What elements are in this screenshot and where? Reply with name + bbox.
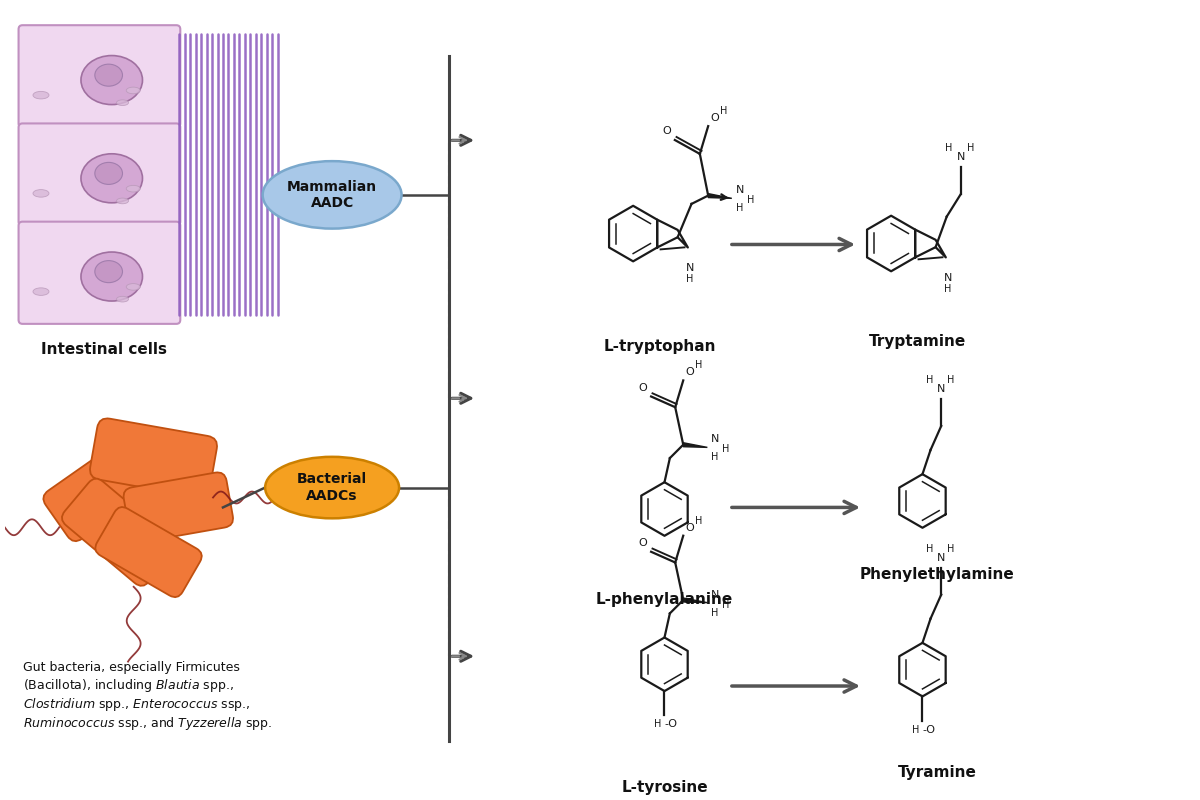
Text: H: H	[720, 106, 727, 116]
Text: N: N	[685, 263, 694, 274]
Text: O: O	[662, 126, 671, 136]
Text: Mammalian
AADC: Mammalian AADC	[287, 180, 377, 210]
Ellipse shape	[116, 198, 128, 204]
Text: N: N	[712, 434, 720, 445]
Text: Tyramine: Tyramine	[898, 766, 977, 780]
Text: O: O	[685, 367, 694, 378]
Text: O: O	[638, 382, 647, 393]
Text: H: H	[944, 284, 952, 294]
Ellipse shape	[95, 162, 122, 185]
Text: -O: -O	[665, 719, 678, 729]
Text: H: H	[654, 719, 661, 729]
Text: N: N	[937, 384, 946, 394]
Text: H: H	[712, 452, 719, 462]
Text: L-phenylalanine: L-phenylalanine	[596, 592, 733, 606]
Text: H: H	[695, 516, 702, 526]
Text: O: O	[638, 538, 647, 548]
Ellipse shape	[116, 296, 128, 302]
Ellipse shape	[126, 87, 140, 94]
Text: H: H	[946, 142, 953, 153]
Ellipse shape	[32, 91, 49, 99]
Text: -O: -O	[923, 725, 936, 734]
Text: O: O	[710, 113, 719, 123]
Text: H: H	[925, 375, 934, 386]
Text: H: H	[746, 195, 754, 206]
Text: H: H	[722, 600, 730, 610]
FancyBboxPatch shape	[62, 478, 175, 586]
Ellipse shape	[95, 64, 122, 86]
Text: H: H	[712, 608, 719, 618]
Text: H: H	[948, 375, 955, 386]
Polygon shape	[708, 194, 732, 198]
Ellipse shape	[126, 186, 140, 192]
Text: N: N	[736, 186, 744, 195]
Text: N: N	[712, 590, 720, 600]
Ellipse shape	[95, 261, 122, 282]
FancyBboxPatch shape	[18, 123, 180, 226]
Text: Gut bacteria, especially Firmicutes
(Bacillota), including $\it{Blautia}$ spp.,
: Gut bacteria, especially Firmicutes (Bac…	[23, 662, 271, 733]
Text: Intestinal cells: Intestinal cells	[41, 342, 167, 357]
Ellipse shape	[32, 190, 49, 197]
Text: H: H	[695, 361, 702, 370]
Text: Bacterial
AADCs: Bacterial AADCs	[298, 473, 367, 502]
Ellipse shape	[80, 55, 143, 105]
Text: N: N	[937, 553, 946, 563]
FancyBboxPatch shape	[18, 26, 180, 127]
Text: O: O	[685, 522, 694, 533]
Text: N: N	[943, 274, 952, 283]
Text: H: H	[925, 544, 934, 554]
Ellipse shape	[80, 252, 143, 301]
Text: H: H	[722, 444, 730, 454]
Text: L-tryptophan: L-tryptophan	[604, 338, 715, 354]
FancyBboxPatch shape	[43, 434, 164, 541]
Text: H: H	[967, 142, 974, 153]
FancyBboxPatch shape	[18, 222, 180, 324]
Ellipse shape	[265, 457, 400, 518]
Polygon shape	[683, 442, 707, 447]
Ellipse shape	[116, 100, 128, 106]
Text: H: H	[912, 725, 919, 734]
Text: H: H	[736, 203, 743, 214]
Text: H: H	[948, 544, 955, 554]
Text: Tryptamine: Tryptamine	[869, 334, 966, 349]
Text: N: N	[956, 152, 965, 162]
Text: Phenylethylamine: Phenylethylamine	[860, 567, 1015, 582]
Text: L-tyrosine: L-tyrosine	[622, 780, 708, 795]
Ellipse shape	[32, 288, 49, 295]
Ellipse shape	[126, 283, 140, 290]
Ellipse shape	[80, 154, 143, 203]
FancyBboxPatch shape	[124, 472, 233, 542]
FancyBboxPatch shape	[95, 507, 202, 597]
Polygon shape	[683, 598, 707, 602]
Text: H: H	[686, 274, 694, 284]
Ellipse shape	[263, 161, 402, 229]
FancyBboxPatch shape	[90, 418, 217, 497]
